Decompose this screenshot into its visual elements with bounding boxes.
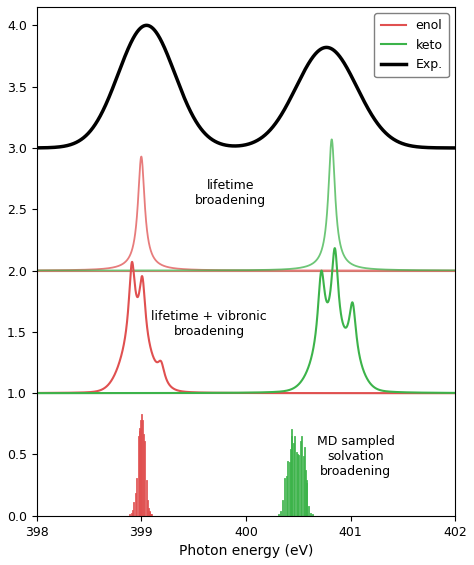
X-axis label: Photon energy (eV): Photon energy (eV) bbox=[179, 544, 313, 558]
Text: lifetime + vibronic
broadening: lifetime + vibronic broadening bbox=[151, 310, 267, 338]
Text: MD sampled
solvation
broadening: MD sampled solvation broadening bbox=[317, 436, 395, 479]
Text: lifetime
broadening: lifetime broadening bbox=[195, 179, 266, 207]
Legend: enol, keto, Exp.: enol, keto, Exp. bbox=[374, 13, 449, 77]
